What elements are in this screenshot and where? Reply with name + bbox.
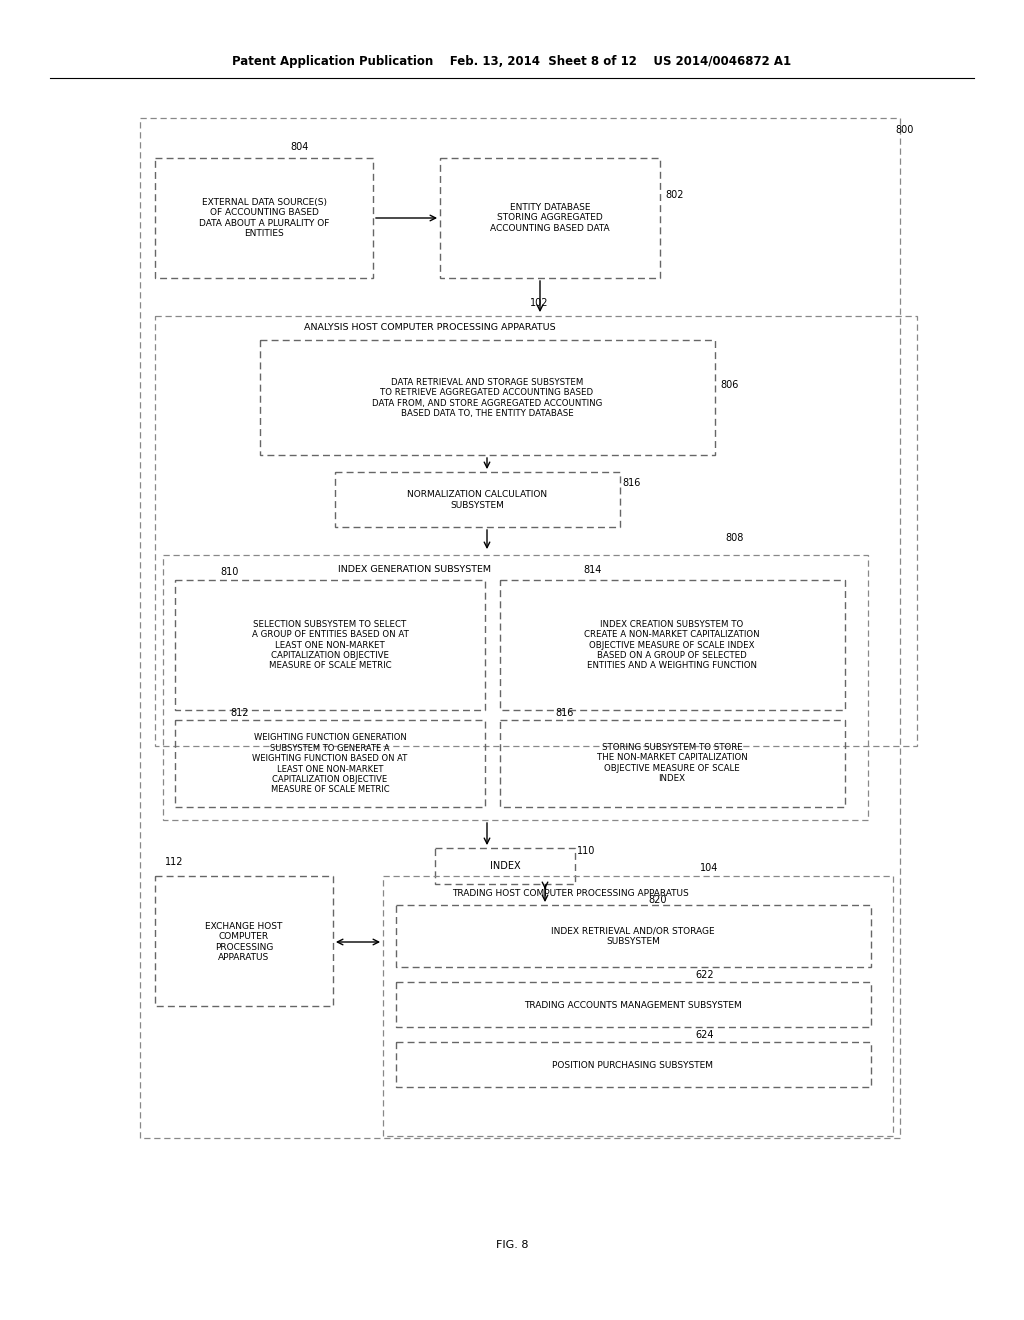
Text: SELECTION SUBSYSTEM TO SELECT
A GROUP OF ENTITIES BASED ON AT
LEAST ONE NON-MARK: SELECTION SUBSYSTEM TO SELECT A GROUP OF… [252,619,409,671]
Text: EXCHANGE HOST
COMPUTER
PROCESSING
APPARATUS: EXCHANGE HOST COMPUTER PROCESSING APPARA… [206,921,283,962]
Bar [260,341,715,455]
Bar [140,117,900,1138]
Text: NORMALIZATION CALCULATION
SUBSYSTEM: NORMALIZATION CALCULATION SUBSYSTEM [407,490,547,510]
Bar [383,876,893,1137]
Text: 802: 802 [665,190,683,201]
Text: 110: 110 [577,846,595,855]
Text: DATA RETRIEVAL AND STORAGE SUBSYSTEM
TO RETRIEVE AGGREGATED ACCOUNTING BASED
DAT: DATA RETRIEVAL AND STORAGE SUBSYSTEM TO … [372,378,602,418]
Text: ENTITY DATABASE
STORING AGGREGATED
ACCOUNTING BASED DATA: ENTITY DATABASE STORING AGGREGATED ACCOU… [490,203,610,232]
Text: TRADING HOST COMPUTER PROCESSING APPARATUS: TRADING HOST COMPUTER PROCESSING APPARAT… [452,888,688,898]
Text: STORING SUBSYSTEM TO STORE
THE NON-MARKET CAPITALIZATION
OBJECTIVE MEASURE OF SC: STORING SUBSYSTEM TO STORE THE NON-MARKE… [597,743,748,783]
Text: 112: 112 [165,857,183,867]
Text: 816: 816 [622,478,640,488]
Text: 800: 800 [895,125,913,135]
Bar [500,719,845,807]
Text: 810: 810 [220,568,239,577]
Text: INDEX RETRIEVAL AND/OR STORAGE
SUBSYSTEM: INDEX RETRIEVAL AND/OR STORAGE SUBSYSTEM [551,927,715,945]
Text: 820: 820 [648,895,667,906]
Text: 812: 812 [230,708,249,718]
Text: 816: 816 [555,708,573,718]
Text: Patent Application Publication    Feb. 13, 2014  Sheet 8 of 12    US 2014/004687: Patent Application Publication Feb. 13, … [232,55,792,69]
Bar [396,982,871,1027]
Bar [155,876,333,1006]
Bar [175,579,485,710]
Bar [155,158,373,279]
Bar [440,158,660,279]
Text: WEIGHTING FUNCTION GENERATION
SUBSYSTEM TO GENERATE A
WEIGHTING FUNCTION BASED O: WEIGHTING FUNCTION GENERATION SUBSYSTEM … [252,734,408,795]
Text: INDEX: INDEX [489,861,520,871]
Text: 806: 806 [720,380,738,389]
Text: 808: 808 [725,533,743,543]
Text: 622: 622 [695,970,714,979]
Bar [163,554,868,820]
Bar [155,315,918,746]
Bar [175,719,485,807]
Text: INDEX GENERATION SUBSYSTEM: INDEX GENERATION SUBSYSTEM [339,565,492,574]
Text: TRADING ACCOUNTS MANAGEMENT SUBSYSTEM: TRADING ACCOUNTS MANAGEMENT SUBSYSTEM [524,1001,741,1010]
Text: EXTERNAL DATA SOURCE(S)
OF ACCOUNTING BASED
DATA ABOUT A PLURALITY OF
ENTITIES: EXTERNAL DATA SOURCE(S) OF ACCOUNTING BA… [199,198,329,238]
Text: 814: 814 [583,565,601,576]
Text: 104: 104 [700,863,719,873]
Text: POSITION PURCHASING SUBSYSTEM: POSITION PURCHASING SUBSYSTEM [553,1060,714,1069]
Text: FIG. 8: FIG. 8 [496,1239,528,1250]
Text: 804: 804 [290,143,308,152]
Text: 624: 624 [695,1030,714,1040]
Text: INDEX CREATION SUBSYSTEM TO
CREATE A NON-MARKET CAPITALIZATION
OBJECTIVE MEASURE: INDEX CREATION SUBSYSTEM TO CREATE A NON… [584,619,760,671]
Text: 102: 102 [530,298,549,308]
Bar [500,579,845,710]
Text: ANALYSIS HOST COMPUTER PROCESSING APPARATUS: ANALYSIS HOST COMPUTER PROCESSING APPARA… [304,323,556,333]
Bar [435,847,575,884]
Bar [396,906,871,968]
Bar [335,473,620,527]
Bar [396,1041,871,1086]
